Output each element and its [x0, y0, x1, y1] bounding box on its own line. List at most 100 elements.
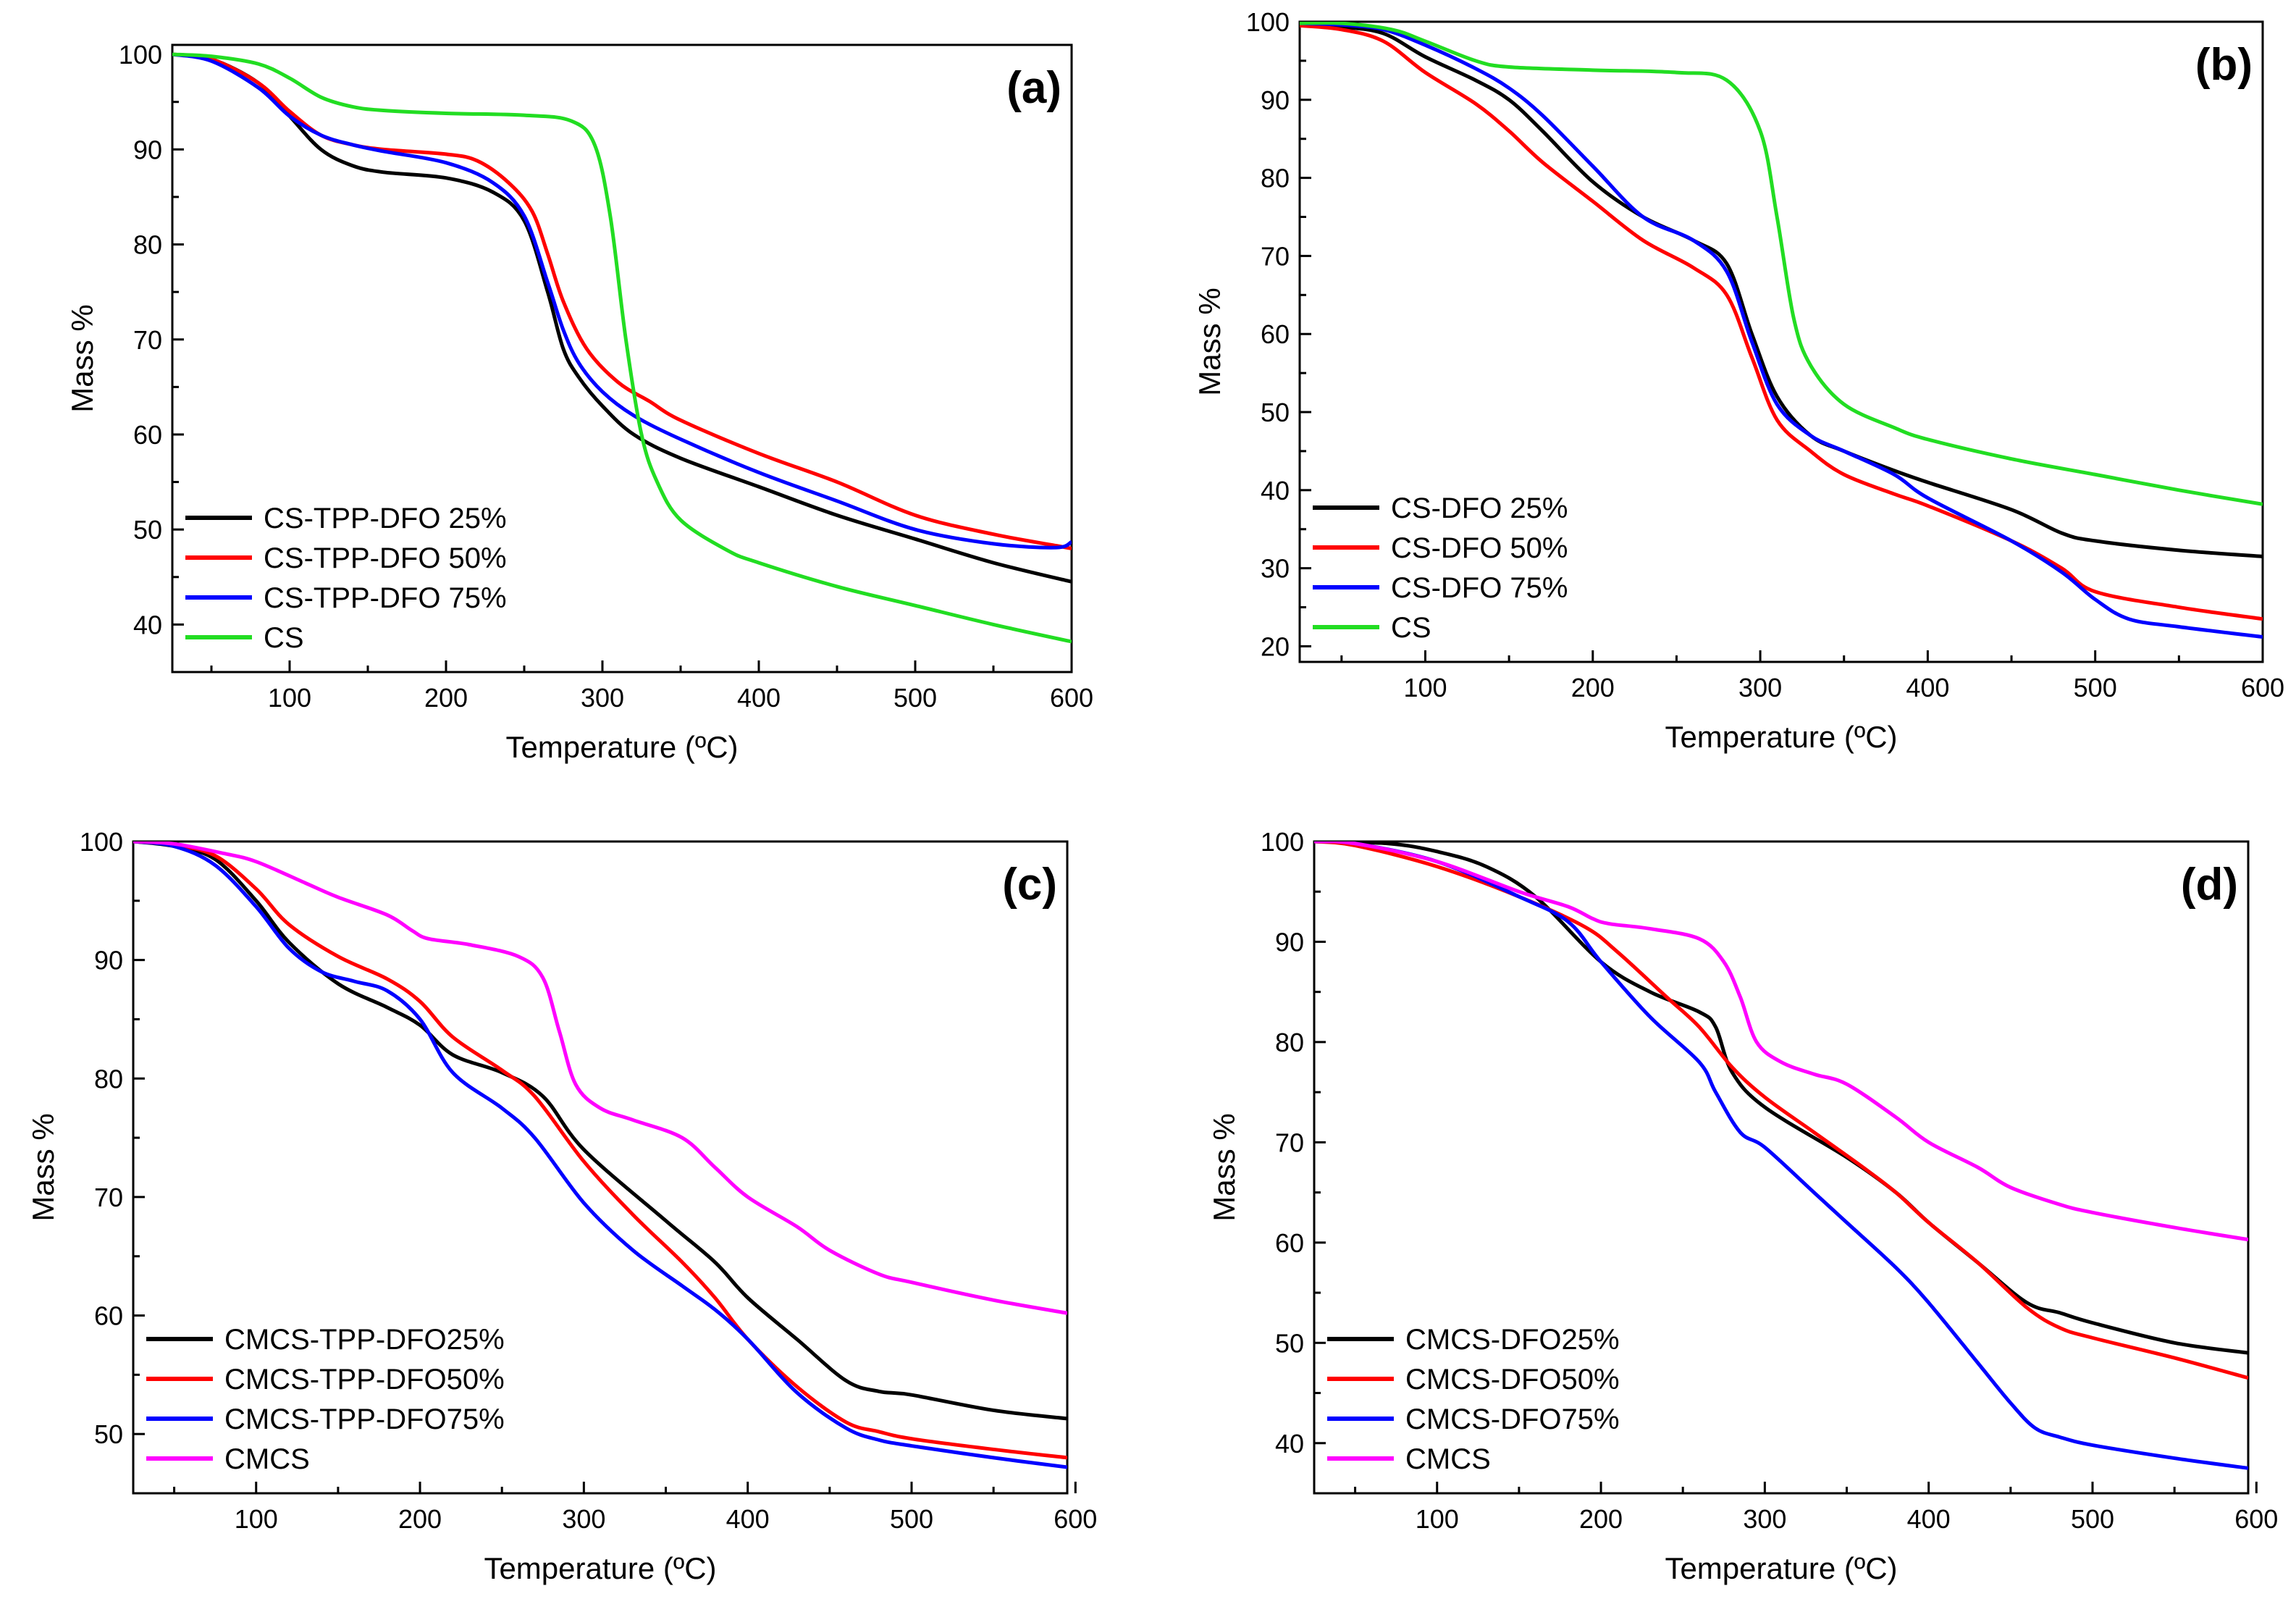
y-tick-label: 30	[1261, 554, 1290, 584]
y-tick-label: 50	[94, 1419, 123, 1449]
chart-panel-2: 100 200 300 400 500 600 20 30 40 50 60 70 80 90 100 Tem…	[1193, 7, 2284, 754]
y-tick-label: 50	[1275, 1328, 1304, 1358]
series-line-4	[172, 52, 1072, 644]
series-line-2	[1300, 23, 2263, 621]
legend-label: CMCS	[1405, 1443, 1491, 1475]
legend-label: CMCS-TPP-DFO25%	[224, 1324, 505, 1356]
legend-label: CS-TPP-DFO 25%	[264, 503, 507, 534]
legend-label: CMCS-DFO50%	[1405, 1364, 1620, 1396]
plot-frame	[1298, 20, 2264, 663]
panel-label: (c)	[1002, 860, 1057, 910]
series-line-3	[1314, 842, 2248, 1470]
x-tick-label: 500	[890, 1504, 933, 1534]
panel-label: (a)	[1006, 63, 1061, 113]
x-tick-label: 200	[398, 1504, 442, 1534]
panel-label: (d)	[2181, 860, 2238, 910]
y-tick-label: 90	[1261, 85, 1290, 115]
x-tick-label: 400	[1907, 1504, 1951, 1534]
x-tick-label: 500	[893, 683, 937, 713]
legend-label: CS-TPP-DFO 50%	[264, 542, 507, 574]
legend-label: CMCS-TPP-DFO50%	[224, 1364, 505, 1396]
x-tick-label: 400	[1906, 673, 1949, 702]
legend-label: CS-TPP-DFO 75%	[264, 582, 507, 614]
x-tick-label: 200	[1579, 1504, 1623, 1534]
series-line-1	[172, 52, 1072, 584]
series-line-3	[133, 842, 1067, 1469]
x-tick-label: 400	[737, 683, 781, 713]
x-tick-label: 100	[235, 1504, 278, 1534]
series-line-2	[133, 842, 1067, 1460]
series-line-4	[1300, 22, 2263, 506]
x-axis-title: Temperature (ºC)	[484, 1551, 716, 1585]
x-tick-label: 600	[1054, 1504, 1097, 1534]
y-axis-title: Mass %	[1207, 1113, 1241, 1221]
y-tick-label: 70	[1275, 1128, 1304, 1157]
x-tick-label: 100	[1403, 673, 1447, 702]
x-tick-label: 200	[1571, 673, 1615, 702]
plot-frame	[1313, 840, 2250, 1495]
series-line-1	[133, 842, 1067, 1421]
x-tick-label: 500	[2071, 1504, 2114, 1534]
series-line-3	[172, 52, 1072, 550]
legend-label: CS-DFO 25%	[1391, 492, 1568, 524]
y-tick-label: 40	[1275, 1429, 1304, 1459]
series-line-2	[1314, 842, 2248, 1380]
y-tick-label: 100	[1246, 7, 1290, 37]
x-tick-label: 600	[2234, 1504, 2278, 1534]
x-tick-label: 600	[1050, 683, 1093, 713]
chart-panel-3: 100 200 300 400 500 600 50 60 70 80 90 100 Temperatu…	[26, 827, 1097, 1585]
panel-label: (b)	[2195, 40, 2253, 90]
x-axis-title: Temperature (ºC)	[505, 730, 738, 764]
x-tick-label: 200	[424, 683, 468, 713]
x-tick-label: 600	[2241, 673, 2284, 702]
x-axis-title: Temperature (ºC)	[1665, 720, 1897, 754]
x-tick-label: 400	[726, 1504, 770, 1534]
series-line-1	[1300, 23, 2263, 558]
legend-label: CMCS	[224, 1443, 310, 1475]
y-tick-label: 40	[133, 610, 162, 639]
plot-frame	[132, 840, 1069, 1495]
legend-label: CS	[1391, 612, 1431, 644]
y-tick-label: 100	[1261, 827, 1304, 857]
legend-label: CMCS-DFO25%	[1405, 1324, 1620, 1356]
x-tick-label: 300	[581, 683, 624, 713]
legend-label: CS	[264, 622, 304, 654]
y-tick-label: 100	[119, 40, 162, 70]
series-line-4	[1314, 842, 2248, 1242]
series-line-1	[1314, 842, 2248, 1355]
y-tick-label: 50	[133, 515, 162, 545]
y-tick-label: 60	[133, 420, 162, 450]
y-axis-title: Mass %	[1193, 288, 1227, 395]
y-tick-label: 70	[133, 325, 162, 355]
x-tick-label: 300	[562, 1504, 605, 1534]
x-axis-title: Temperature (ºC)	[1665, 1551, 1897, 1585]
y-tick-label: 80	[94, 1064, 123, 1094]
y-tick-label: 60	[94, 1301, 123, 1331]
series-line-3	[1300, 22, 2263, 639]
x-tick-label: 300	[1738, 673, 1782, 702]
y-tick-label: 60	[1261, 319, 1290, 349]
y-tick-label: 60	[1275, 1228, 1304, 1258]
y-tick-label: 80	[1275, 1028, 1304, 1057]
x-tick-label: 100	[268, 683, 311, 713]
y-tick-label: 70	[94, 1183, 123, 1212]
x-tick-label: 100	[1416, 1504, 1459, 1534]
y-axis-title: Mass %	[65, 304, 99, 412]
x-tick-label: 300	[1743, 1504, 1786, 1534]
y-tick-label: 100	[80, 827, 123, 857]
legend-label: CS-DFO 50%	[1391, 532, 1568, 564]
y-tick-label: 50	[1261, 398, 1290, 427]
x-tick-label: 500	[2074, 673, 2117, 702]
y-axis-title: Mass %	[26, 1113, 60, 1221]
y-tick-label: 70	[1261, 241, 1290, 271]
plot-frame	[171, 43, 1073, 673]
y-tick-label: 90	[133, 135, 162, 164]
y-tick-label: 40	[1261, 476, 1290, 505]
series-line-4	[133, 842, 1067, 1315]
chart-panel-4: 100 200 300 400 500 600 40 50 60 70 80 90 100 Tempera…	[1207, 827, 2278, 1585]
legend-label: CS-DFO 75%	[1391, 572, 1568, 604]
y-tick-label: 90	[1275, 927, 1304, 957]
legend-label: CMCS-TPP-DFO75%	[224, 1403, 505, 1435]
legend-label: CMCS-DFO75%	[1405, 1403, 1620, 1435]
